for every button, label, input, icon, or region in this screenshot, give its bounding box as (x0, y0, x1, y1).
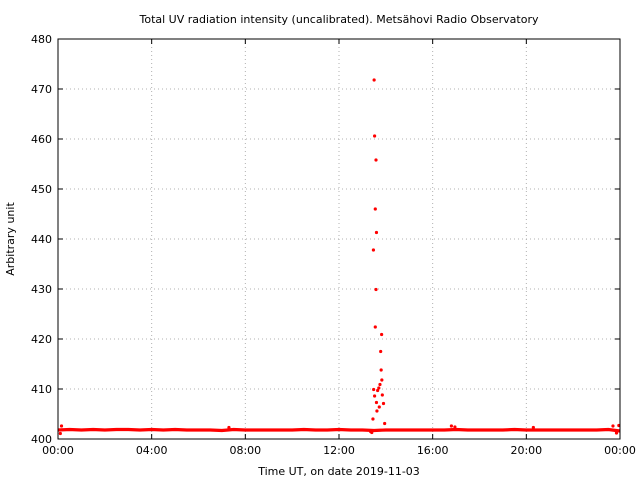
y-tick-label: 400 (31, 433, 52, 446)
y-tick-label: 430 (31, 283, 52, 296)
data-point (383, 421, 387, 426)
data-point (369, 429, 373, 434)
x-tick-label: 20:00 (510, 444, 542, 457)
x-tick-label: 00:00 (604, 444, 636, 457)
data-point (375, 409, 379, 413)
y-tick-label: 440 (31, 233, 52, 246)
data-point (381, 401, 386, 406)
data-point (372, 134, 377, 138)
x-tick-label: 00:00 (42, 444, 74, 457)
y-axis-label: Arbitrary unit (4, 202, 17, 276)
data-point (373, 207, 377, 211)
data-point (380, 393, 384, 397)
x-axis-label: Time UT, on date 2019-11-03 (257, 465, 420, 478)
y-tick-labels: 400 410 420 430 440 450 460 470 480 (31, 33, 52, 446)
data-point (379, 368, 383, 372)
y-tick-label: 470 (31, 83, 52, 96)
data-point (371, 248, 376, 252)
data-point (376, 388, 380, 393)
y-tick-label: 480 (31, 33, 52, 46)
y-tick-label: 410 (31, 383, 52, 396)
data-point (372, 78, 376, 82)
x-tick-label: 04:00 (136, 444, 168, 457)
data-point (380, 378, 384, 382)
data-point (374, 287, 378, 292)
y-tick-label: 420 (31, 333, 52, 346)
data-point (379, 349, 383, 354)
data-point (227, 425, 231, 430)
y-tick-label: 460 (31, 133, 52, 146)
y-tick-label: 450 (31, 183, 52, 196)
data-point (380, 332, 384, 337)
data-point (372, 387, 376, 392)
data-point (374, 400, 379, 405)
data-point (377, 386, 381, 390)
data-point (453, 425, 457, 429)
x-tick-label: 12:00 (323, 444, 355, 457)
data-point (378, 382, 382, 387)
baseline-series (57, 427, 621, 433)
data-point (373, 325, 377, 329)
data-point (58, 431, 62, 436)
data-point (59, 424, 64, 428)
chart-title: Total UV radiation intensity (uncalibrat… (139, 13, 539, 26)
data-point (372, 394, 377, 398)
grid-lines (58, 39, 620, 439)
data-point (377, 405, 381, 409)
data-point (374, 230, 379, 235)
data-point (611, 424, 615, 428)
x-tick-label: 16:00 (417, 444, 449, 457)
data-point (614, 431, 619, 435)
data-series (57, 78, 621, 436)
data-point (531, 425, 535, 430)
data-point (449, 424, 453, 428)
data-point (371, 417, 375, 421)
x-tick-labels: 00:00 04:00 08:00 12:00 16:00 20:00 00:00 (42, 444, 636, 457)
x-tick-label: 08:00 (229, 444, 261, 457)
data-point (374, 158, 378, 162)
plot-frame (57, 38, 621, 440)
